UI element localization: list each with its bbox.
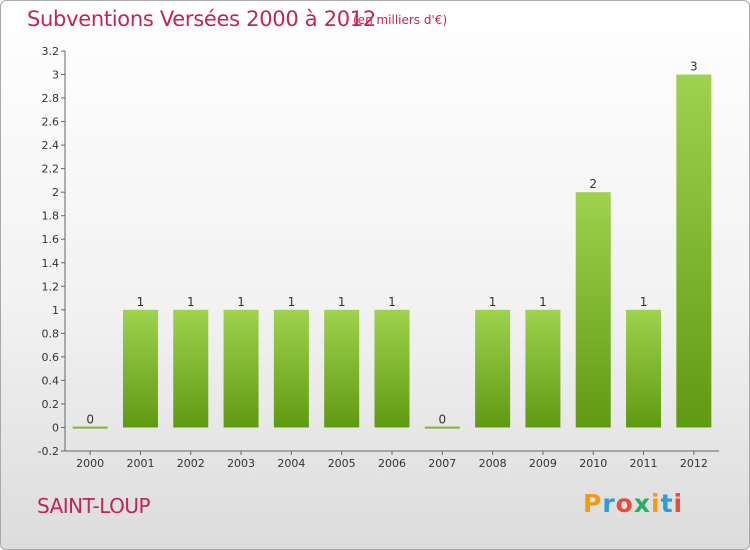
y-tick-label: 1: [52, 304, 59, 317]
y-tick-label: 1.8: [42, 210, 60, 223]
bar-2003: [223, 309, 259, 428]
x-tick-label: 2010: [579, 457, 607, 470]
bar-2007: [424, 426, 460, 429]
bar-2012: [676, 74, 712, 428]
y-tick-label: 2.6: [42, 116, 60, 129]
x-tick-label: 2006: [378, 457, 406, 470]
x-tick-label: 2004: [277, 457, 305, 470]
data-label: 0: [86, 412, 94, 426]
data-label: 1: [137, 295, 145, 309]
bar-2005: [324, 309, 360, 428]
bar-2010: [575, 192, 611, 428]
y-tick-label: 0.6: [42, 351, 60, 364]
data-label: 1: [640, 295, 648, 309]
y-tick-label: 2.8: [42, 92, 60, 105]
y-tick-label: 0.4: [42, 374, 60, 387]
y-tick-label: 0: [52, 421, 59, 434]
bar-2002: [173, 309, 209, 428]
chart-title: Subventions Versées 2000 à 2012: [27, 7, 376, 31]
x-tick-label: 2007: [428, 457, 456, 470]
x-tick-label: 2000: [76, 457, 104, 470]
y-tick-label: 2: [52, 186, 59, 199]
bar-2004: [273, 309, 309, 428]
x-tick-label: 2001: [126, 457, 154, 470]
x-tick-label: 2011: [630, 457, 658, 470]
data-label: 1: [288, 295, 296, 309]
data-label: 0: [438, 412, 446, 426]
proxiti-logo[interactable]: Proxiti: [583, 489, 684, 518]
y-tick-label: 1.4: [42, 257, 60, 270]
bar-2001: [122, 309, 158, 428]
bar-2009: [525, 309, 561, 428]
y-tick-label: 0.8: [42, 327, 60, 340]
x-tick-label: 2005: [328, 457, 356, 470]
y-tick-label: 1.6: [42, 233, 60, 246]
y-tick-label: 2.4: [42, 139, 60, 152]
x-tick-label: 2003: [227, 457, 255, 470]
y-tick-label: 0.2: [42, 398, 60, 411]
bar-2011: [626, 309, 662, 428]
y-tick-label: -0.2: [38, 445, 59, 458]
bar-2006: [374, 309, 410, 428]
data-label: 1: [237, 295, 245, 309]
y-tick-label: 3: [52, 69, 59, 82]
y-tick-label: 2.2: [42, 163, 60, 176]
x-tick-label: 2008: [479, 457, 507, 470]
data-label: 1: [338, 295, 346, 309]
y-tick-label: 3.2: [42, 45, 60, 58]
data-label: 3: [690, 60, 698, 74]
data-label: 1: [187, 295, 195, 309]
data-label: 2: [589, 177, 597, 191]
x-tick-label: 2002: [177, 457, 205, 470]
x-tick-label: 2012: [680, 457, 708, 470]
bar-2000: [72, 426, 108, 429]
x-tick-label: 2009: [529, 457, 557, 470]
bar-2008: [475, 309, 511, 428]
data-label: 1: [388, 295, 396, 309]
y-tick-label: 1.2: [42, 280, 60, 293]
data-label: 1: [539, 295, 547, 309]
chart-subtitle: (en milliers d'€): [353, 13, 448, 27]
commune-name: SAINT-LOUP: [37, 494, 151, 518]
data-label: 1: [489, 295, 497, 309]
